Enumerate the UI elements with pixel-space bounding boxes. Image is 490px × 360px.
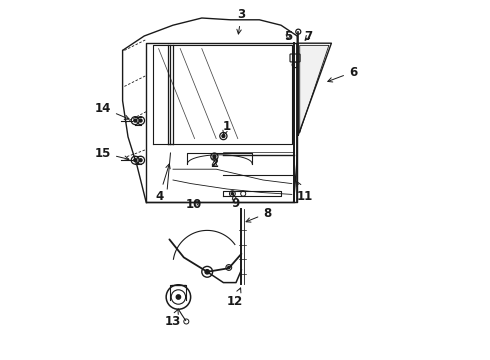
Circle shape — [139, 119, 142, 122]
Text: 10: 10 — [186, 198, 202, 211]
Circle shape — [231, 193, 233, 195]
Text: 9: 9 — [231, 194, 240, 210]
Circle shape — [134, 159, 137, 162]
Circle shape — [139, 159, 142, 162]
Circle shape — [176, 295, 180, 299]
Text: 13: 13 — [165, 309, 181, 328]
Circle shape — [134, 119, 137, 122]
Text: 1: 1 — [222, 120, 230, 136]
Text: 15: 15 — [95, 147, 129, 161]
Text: 8: 8 — [246, 207, 271, 222]
Text: 11: 11 — [296, 182, 313, 203]
Text: 12: 12 — [227, 288, 243, 308]
Text: 2: 2 — [210, 157, 219, 170]
Text: 14: 14 — [95, 102, 129, 120]
Text: 3: 3 — [237, 8, 245, 34]
Circle shape — [222, 135, 225, 138]
Text: 5: 5 — [284, 30, 293, 42]
FancyBboxPatch shape — [290, 54, 300, 62]
Text: 6: 6 — [328, 66, 357, 82]
Text: 4: 4 — [155, 164, 170, 203]
Polygon shape — [300, 45, 329, 132]
Circle shape — [213, 155, 216, 158]
Text: 7: 7 — [305, 30, 313, 42]
Circle shape — [205, 270, 209, 274]
Circle shape — [228, 266, 230, 269]
